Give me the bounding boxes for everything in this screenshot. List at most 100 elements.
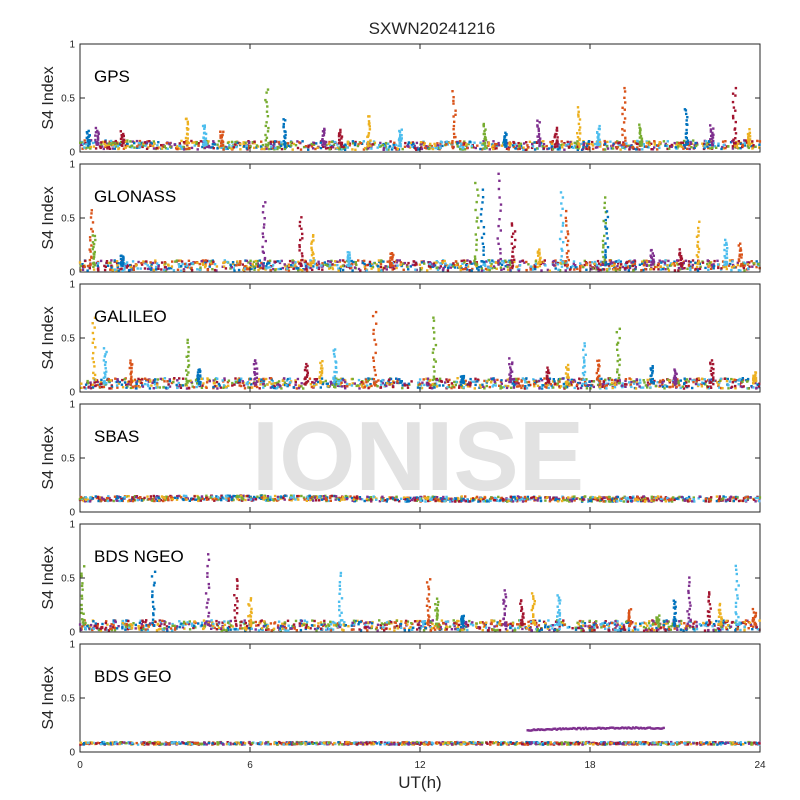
data-point [539, 256, 542, 259]
data-point [469, 377, 472, 381]
data-point [430, 144, 434, 148]
data-point [483, 130, 486, 133]
data-point [324, 494, 327, 498]
data-point [240, 377, 243, 380]
data-point [499, 262, 502, 265]
data-point [332, 349, 335, 352]
data-point [528, 140, 532, 143]
data-point [582, 378, 585, 381]
data-point [609, 140, 612, 143]
data-point [706, 141, 709, 145]
data-point [576, 145, 580, 148]
data-point [602, 243, 605, 247]
data-point [616, 371, 619, 374]
data-point [359, 142, 363, 145]
data-point [734, 495, 738, 499]
data-point [102, 376, 106, 380]
data-point [351, 269, 354, 272]
data-point [273, 382, 276, 385]
data-point [643, 145, 646, 148]
data-point [476, 380, 479, 383]
data-point [563, 264, 567, 267]
data-point [339, 128, 342, 132]
data-point [436, 142, 439, 145]
data-point [385, 384, 388, 388]
data-point [132, 268, 135, 271]
data-point [630, 381, 633, 384]
data-point [270, 145, 273, 148]
data-point [673, 141, 676, 145]
data-point [153, 142, 156, 145]
data-point [492, 265, 496, 268]
data-point [296, 140, 299, 143]
data-point [623, 96, 626, 99]
data-point [259, 380, 263, 383]
data-point [497, 261, 500, 265]
data-point [254, 362, 258, 365]
data-point [570, 142, 573, 146]
data-point [492, 140, 495, 143]
data-point [553, 143, 557, 146]
data-point [707, 387, 711, 390]
data-point [581, 372, 585, 375]
data-point [623, 147, 627, 150]
data-point [720, 147, 723, 151]
data-point [538, 251, 541, 254]
data-point [336, 260, 340, 263]
data-point [533, 385, 536, 388]
data-point [117, 147, 120, 151]
data-point [474, 257, 477, 261]
data-point [128, 145, 132, 149]
data-point [738, 255, 741, 258]
data-point [334, 386, 337, 389]
data-point [248, 141, 251, 145]
data-point [709, 386, 713, 389]
data-point [554, 267, 557, 270]
data-point [675, 382, 678, 385]
data-point [701, 261, 705, 264]
data-point [372, 140, 376, 143]
data-point [289, 494, 293, 497]
data-point [311, 147, 315, 150]
data-point [395, 148, 398, 151]
data-point [638, 131, 641, 135]
data-point [91, 322, 94, 325]
data-point [156, 383, 159, 386]
data-point [119, 257, 123, 261]
data-point [604, 256, 607, 259]
data-point [400, 380, 403, 383]
data-point [364, 267, 367, 270]
data-point [116, 386, 119, 389]
data-point [262, 251, 265, 254]
data-point [407, 268, 410, 271]
data-point [335, 497, 339, 500]
data-point [725, 243, 728, 246]
data-point [436, 268, 440, 271]
data-point [293, 264, 297, 267]
data-point [250, 383, 253, 386]
data-point [560, 255, 563, 258]
data-point [485, 146, 488, 150]
data-point [752, 382, 755, 385]
data-point [400, 497, 403, 500]
data-point [621, 106, 624, 109]
data-point [534, 267, 537, 271]
data-point [709, 130, 713, 133]
data-point [461, 375, 464, 378]
data-point [196, 373, 200, 377]
data-point [223, 259, 226, 262]
data-point [282, 125, 285, 128]
data-point [647, 146, 650, 149]
data-point [149, 261, 152, 264]
data-point [741, 144, 745, 148]
data-point [746, 132, 750, 136]
data-point [663, 263, 667, 266]
data-point [108, 387, 111, 390]
data-point [177, 259, 180, 262]
data-point [500, 379, 503, 382]
data-point [226, 381, 230, 384]
data-point [356, 144, 360, 148]
data-point [258, 259, 261, 262]
data-point [508, 373, 511, 376]
data-point [208, 265, 211, 268]
